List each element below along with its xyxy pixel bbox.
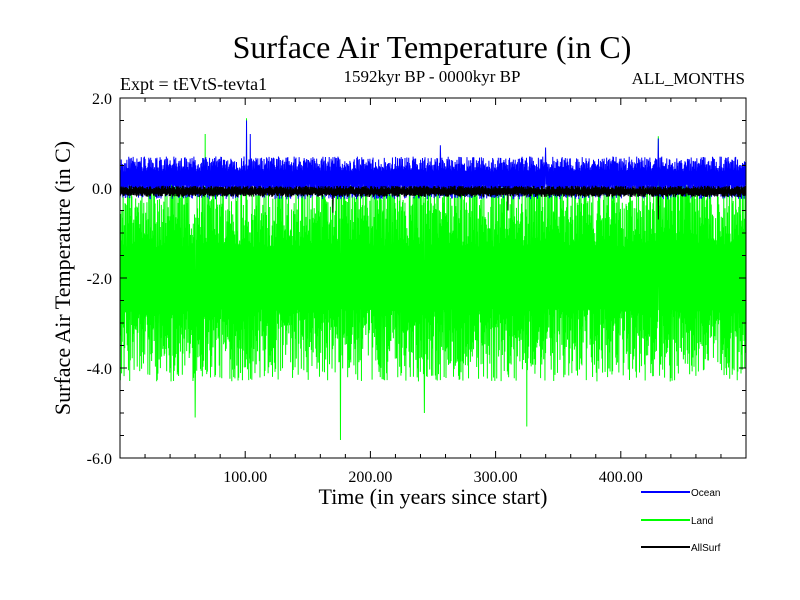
chart-title: Surface Air Temperature (in C) — [233, 29, 632, 65]
legend-label-land: Land — [691, 516, 713, 527]
series-allsurf — [120, 185, 746, 220]
plot-area — [120, 118, 746, 441]
x-tick-label: 100.00 — [223, 469, 267, 486]
legend-label-ocean: Ocean — [691, 488, 720, 499]
ticks-layer: 100.00 200.00 300.00 400.00 2.0 0.0 -2.0 -4.0 -6… — [87, 91, 746, 486]
x-tick-label: 200.00 — [348, 469, 392, 486]
period-label: 1592kyr BP - 0000kyr BP — [344, 67, 521, 86]
legend-label-allsurf: AllSurf — [691, 543, 721, 554]
months-label: ALL_MONTHS — [632, 69, 745, 88]
series-layer — [120, 118, 746, 441]
x-axis-label: Time (in years since start) — [319, 484, 548, 509]
series-land — [120, 118, 746, 441]
y-axis-label: Surface Air Temperature (in C) — [50, 141, 75, 415]
y-tick-label: 0.0 — [92, 181, 112, 198]
y-tick-label: -6.0 — [87, 451, 112, 468]
series-ocean — [120, 120, 746, 200]
x-tick-label: 400.00 — [599, 469, 643, 486]
y-tick-label: -4.0 — [87, 361, 112, 378]
legend: Ocean Land AllSurf — [641, 488, 721, 554]
y-tick-label: 2.0 — [92, 91, 112, 108]
experiment-label: Expt = tEVtS-tevta1 — [120, 74, 267, 94]
x-tick-label: 300.00 — [474, 469, 518, 486]
y-tick-label: -2.0 — [87, 271, 112, 288]
